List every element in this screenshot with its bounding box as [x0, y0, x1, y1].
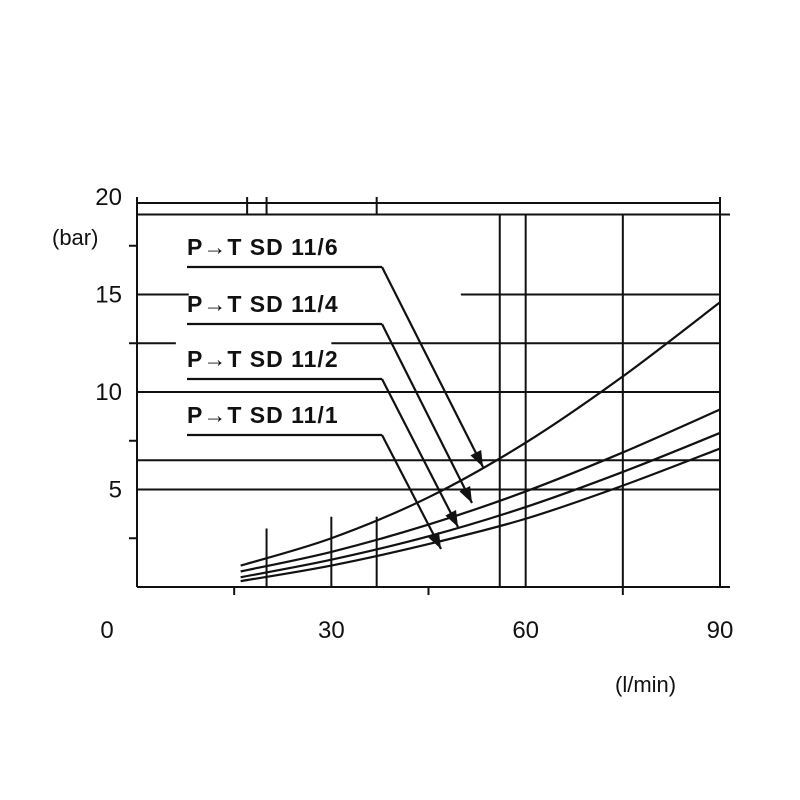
- y-tick-label: 5: [109, 477, 122, 504]
- arrowhead: [428, 532, 441, 549]
- series-label: P→T SD 11/6: [187, 234, 339, 260]
- y-tick-label: 15: [95, 282, 122, 309]
- x-tick-label: 0: [100, 617, 113, 644]
- label-leaders: [187, 265, 484, 550]
- series-line: [240, 301, 721, 567]
- leader-line: [381, 266, 484, 468]
- series-label: P→T SD 11/2: [187, 346, 339, 372]
- y-tick-label: 20: [95, 184, 122, 211]
- series-line: [240, 408, 721, 573]
- leader-line: [381, 323, 473, 504]
- leader-line: [381, 378, 459, 528]
- x-tick-label: 90: [707, 617, 734, 644]
- arrowhead: [470, 450, 483, 467]
- series-line: [240, 447, 721, 583]
- series-label: P→T SD 11/4: [187, 291, 339, 317]
- x-axis-label: (l/min): [615, 672, 676, 697]
- arrowhead: [445, 510, 458, 527]
- x-tick-label: 30: [318, 617, 345, 644]
- series-lines: [240, 301, 721, 583]
- y-tick-label: 10: [95, 379, 122, 406]
- chart-text: (bar) (l/min) 0 30 60 90 5 10 15 20 P→T SD 11/6 P…: [52, 184, 733, 697]
- arrowhead: [459, 486, 472, 503]
- series-label: P→T SD 11/1: [187, 402, 339, 428]
- series-line: [240, 431, 721, 579]
- leader-line: [381, 434, 442, 550]
- y-axis-label: (bar): [52, 225, 98, 250]
- x-tick-label: 60: [512, 617, 539, 644]
